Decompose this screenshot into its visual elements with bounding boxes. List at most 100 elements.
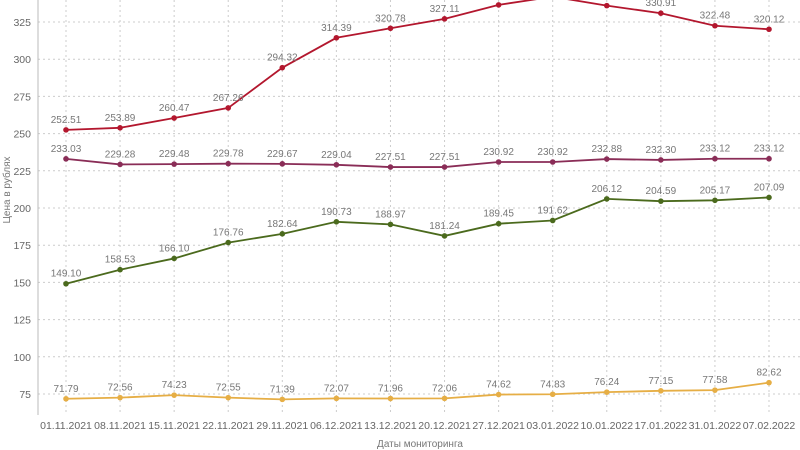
data-point <box>171 161 177 167</box>
data-point <box>333 34 340 41</box>
data-label: 189.45 <box>483 209 514 220</box>
data-point <box>225 160 232 167</box>
data-label: 72.56 <box>108 383 133 394</box>
x-tick-label: 29.11.2021 <box>256 420 308 432</box>
data-label: 233.03 <box>51 144 82 155</box>
data-point <box>63 280 69 287</box>
x-tick-label: 22.11.2021 <box>202 420 254 432</box>
data-point <box>549 391 556 398</box>
data-point <box>603 156 610 162</box>
data-label: 320.78 <box>375 13 406 24</box>
data-label: 74.62 <box>486 380 511 391</box>
data-label: 149.10 <box>51 269 82 280</box>
data-point <box>549 159 556 165</box>
x-tick-label: 27.12.2021 <box>472 420 525 432</box>
data-label: 191.62 <box>537 205 568 216</box>
x-tick-label: 31.01.2022 <box>689 420 742 432</box>
data-point <box>279 396 286 403</box>
data-label: 232.88 <box>591 144 622 155</box>
data-label: 294.32 <box>267 53 298 64</box>
data-point <box>171 255 177 262</box>
data-label: 253.89 <box>105 113 136 124</box>
data-point <box>495 391 502 398</box>
data-label: 227.51 <box>429 152 460 163</box>
data-point <box>279 231 286 237</box>
data-point <box>171 392 177 398</box>
data-point <box>603 196 610 202</box>
data-point <box>279 161 286 167</box>
data-point <box>712 387 718 393</box>
data-label: 229.04 <box>321 150 352 161</box>
data-label: 330.91 <box>646 0 677 9</box>
data-label: 232.30 <box>646 145 677 156</box>
data-label: 77.58 <box>702 375 727 386</box>
data-label: 322.48 <box>700 11 731 22</box>
data-label: 72.07 <box>324 383 349 394</box>
data-point <box>441 16 448 22</box>
x-tick-label: 03.01.2022 <box>526 420 579 432</box>
data-label: 190.73 <box>321 207 352 218</box>
series-red: 252.51 253.89 260.47 267.26 294.32 314.39 320.… <box>51 0 785 133</box>
data-point <box>225 394 232 401</box>
y-tick-label: 75 <box>19 389 31 401</box>
data-label: 76.24 <box>594 377 619 388</box>
y-ticks: 75 100 125 150 175 200 225 250 275 300 325 <box>13 17 31 401</box>
y-axis-title: Цена в рублях <box>1 156 13 223</box>
data-point <box>225 239 232 246</box>
data-label: 72.06 <box>432 383 457 394</box>
data-label: 82.62 <box>756 368 781 379</box>
y-tick-label: 175 <box>13 240 31 252</box>
data-point <box>766 26 772 33</box>
x-tick-label: 01.11.2021 <box>40 420 92 432</box>
data-label: 327.11 <box>430 4 460 15</box>
data-point <box>117 125 123 131</box>
data-label: 176.76 <box>213 228 244 239</box>
data-point <box>279 64 286 71</box>
data-label: 71.96 <box>378 384 403 395</box>
series-green: 149.10 158.53 166.10 176.76 182.64 190.73 188.… <box>51 182 785 287</box>
x-tick-label: 20.12.2021 <box>418 420 471 432</box>
data-label: 267.26 <box>213 93 244 104</box>
x-tick-label: 10.01.2022 <box>580 420 633 432</box>
data-point <box>549 217 556 224</box>
x-tick-label: 07.02.2022 <box>743 420 796 432</box>
data-point <box>712 22 718 29</box>
y-tick-label: 325 <box>13 17 31 29</box>
data-label: 181.24 <box>429 221 460 232</box>
data-label: 188.97 <box>375 209 406 220</box>
y-tick-label: 225 <box>13 166 31 178</box>
x-axis-title: Даты мониторинга <box>377 439 463 450</box>
data-point <box>387 25 394 32</box>
data-point <box>766 194 772 201</box>
data-point <box>387 164 394 170</box>
x-tick-label: 06.12.2021 <box>310 420 363 432</box>
data-point <box>117 161 123 168</box>
x-ticks: 01.11.2021 08.11.2021 15.11.2021 22.11.2021… <box>40 420 795 432</box>
data-label: 204.59 <box>646 186 677 197</box>
series-yellow-line <box>65 381 770 401</box>
data-label: 72.55 <box>216 383 241 394</box>
y-tick-label: 275 <box>13 91 31 103</box>
data-label: 230.92 <box>537 147 568 158</box>
data-label: 205.17 <box>700 185 731 196</box>
x-tick-label: 08.11.2021 <box>94 420 146 432</box>
grid <box>38 0 800 415</box>
data-label: 229.78 <box>213 149 244 160</box>
y-tick-label: 200 <box>13 203 31 215</box>
data-point <box>387 395 394 402</box>
data-label: 233.12 <box>754 144 785 155</box>
data-point <box>63 156 69 162</box>
data-point <box>495 220 502 227</box>
x-tick-label: 17.01.2022 <box>635 420 688 432</box>
y-tick-label: 100 <box>13 352 31 364</box>
data-point <box>603 2 610 9</box>
data-label: 74.83 <box>540 379 565 390</box>
data-label: 227.51 <box>375 152 406 163</box>
data-point <box>658 388 664 394</box>
data-label: 252.51 <box>51 115 82 126</box>
data-label: 206.12 <box>591 184 622 195</box>
data-label: 158.53 <box>105 255 136 266</box>
data-label: 229.48 <box>159 149 190 160</box>
data-label: 74.23 <box>162 380 187 391</box>
